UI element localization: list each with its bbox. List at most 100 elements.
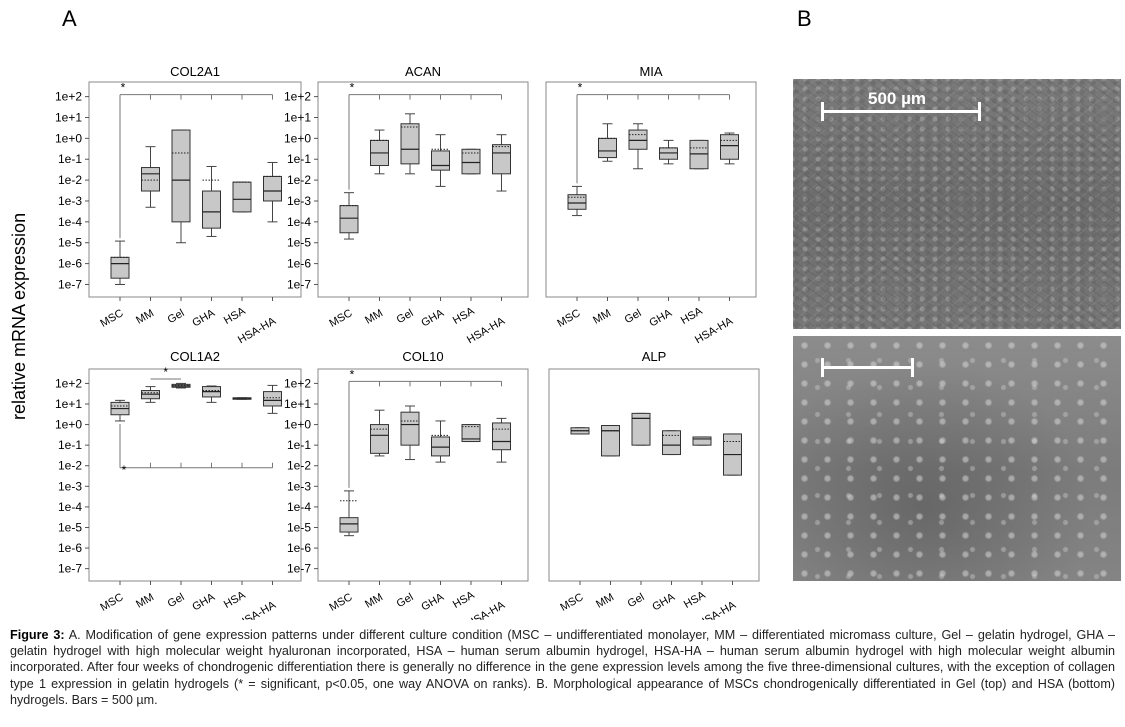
plot-title: COL2A1 — [170, 64, 220, 79]
plot-acan: ACAN 1e-7 1e-6 1e-5 1e-4 1e-3 1e-2 1e-1 1e+0 1e+1… — [284, 64, 529, 347]
y-tick-label: 1e-5 — [58, 236, 82, 250]
x-tick-label: HSA-HA — [693, 315, 736, 347]
box-plots: COL2A1 1e-7 1e-6 1e-5 1e-4 1e-3 1e-2 1e-1 1e+0 1e… — [55, 64, 760, 620]
box-iqr — [492, 422, 511, 451]
y-tick-label: 1e-4 — [58, 215, 82, 229]
scale-bar — [821, 358, 914, 377]
y-tick-label: 1e-5 — [287, 236, 311, 250]
x-tick-label: MM — [363, 307, 385, 327]
box-iqr — [202, 190, 221, 229]
y-tick-label: 1e+2 — [284, 376, 311, 390]
significance-star: * — [163, 365, 168, 379]
box-gel — [171, 382, 191, 389]
box-hsa — [692, 436, 712, 446]
y-tick-label: 1e-1 — [58, 152, 82, 166]
box-gha — [659, 139, 678, 165]
box-hsa — [232, 181, 252, 213]
y-tick-label: 1e-3 — [287, 194, 311, 208]
box-gha — [431, 420, 450, 463]
box-msc — [567, 185, 587, 217]
plot-title: ALP — [642, 349, 667, 364]
box-iqr — [431, 150, 450, 171]
x-tick-label: HSA — [222, 589, 248, 611]
y-tick-label: 1e-6 — [287, 541, 311, 555]
y-tick-label: 1e-3 — [287, 479, 311, 493]
box-hsa — [461, 424, 481, 443]
box-iqr — [339, 205, 359, 234]
box-mm — [598, 123, 617, 162]
scale-bar — [821, 102, 981, 121]
box-gha — [202, 385, 221, 403]
box-gha — [662, 430, 681, 456]
x-tick-label: GHA — [190, 307, 217, 330]
x-tick-label: MSC — [98, 307, 125, 330]
figure-caption: Figure 3: A. Modification of gene expres… — [10, 627, 1115, 708]
panel-label-a: A — [62, 6, 77, 31]
box-gel — [628, 123, 648, 170]
box-iqr — [263, 391, 282, 407]
box-iqr — [431, 436, 450, 457]
y-tick-label: 1e+1 — [55, 110, 82, 124]
y-tick-label: 1e-5 — [58, 520, 82, 534]
y-tick-label: 1e+2 — [284, 90, 311, 104]
box-hsa-ha — [263, 161, 282, 223]
box-hsa — [461, 148, 481, 175]
box-iqr — [720, 134, 739, 160]
y-tick-label: 1e+1 — [284, 397, 311, 411]
x-tick-label: MSC — [558, 591, 585, 614]
plot-frame — [317, 368, 529, 582]
x-tick-label: HSA — [679, 305, 705, 327]
caption-text: A. Modification of gene expression patte… — [10, 628, 1115, 707]
box-mm — [370, 409, 389, 457]
figure-panel-a: A B relative mRNA expression COL2A1 1e-7 1… — [9, 6, 812, 620]
x-tick-label: HSA-HA — [465, 315, 508, 347]
micrograph-gel: 500 µm — [793, 79, 1121, 329]
significance-bracket: * — [348, 367, 502, 488]
box-hsa-ha — [720, 132, 739, 165]
y-tick-label: 1e-4 — [287, 500, 311, 514]
significance-star: * — [350, 81, 355, 95]
box-mm — [601, 425, 620, 457]
x-tick-label: HSA — [682, 589, 708, 611]
box-hsa — [689, 139, 709, 170]
y-tick-label: 1e-2 — [287, 173, 311, 187]
plot-col2a1: COL2A1 1e-7 1e-6 1e-5 1e-4 1e-3 1e-2 1e-1 1e+0 1e… — [55, 64, 302, 346]
caption-label: Figure 3: — [10, 628, 65, 642]
x-tick-label: HSA — [451, 589, 477, 611]
box-iqr — [110, 256, 130, 279]
panel-label-b: B — [797, 6, 812, 31]
plot-title: MIA — [639, 64, 662, 79]
significance-bracket: * — [576, 81, 730, 184]
significance-bracket: * — [119, 423, 273, 477]
y-tick-label: 1e+0 — [55, 418, 82, 432]
box-iqr — [689, 139, 709, 170]
box-hsa-ha — [263, 384, 282, 414]
box-iqr — [659, 147, 678, 160]
x-tick-label: GHA — [647, 307, 674, 330]
x-tick-label: Gel — [623, 307, 644, 326]
plot-frame — [317, 81, 529, 298]
x-tick-label: MSC — [327, 591, 354, 614]
y-tick-label: 1e-1 — [58, 438, 82, 452]
y-tick-label: 1e-1 — [287, 152, 311, 166]
x-tick-label: HSA — [222, 305, 248, 327]
y-tick-label: 1e-7 — [58, 277, 82, 291]
box-msc — [110, 240, 130, 285]
y-tick-label: 1e+0 — [284, 418, 311, 432]
box-iqr — [662, 430, 681, 456]
x-tick-label: HSA — [451, 305, 477, 327]
box-iqr — [601, 425, 620, 457]
x-tick-label: Gel — [395, 307, 416, 326]
y-tick-label: 1e-6 — [58, 541, 82, 555]
y-tick-label: 1e-4 — [58, 500, 82, 514]
box-iqr — [263, 175, 282, 202]
box-iqr — [141, 167, 160, 192]
x-tick-label: MSC — [327, 307, 354, 330]
plot-title: ACAN — [405, 64, 441, 79]
box-hsa — [232, 397, 252, 400]
significance-bracket: * — [150, 365, 181, 380]
plot-title: COL1A2 — [170, 349, 220, 364]
box-gel — [400, 405, 420, 461]
scale-bar-label: 500 µm — [868, 89, 926, 108]
